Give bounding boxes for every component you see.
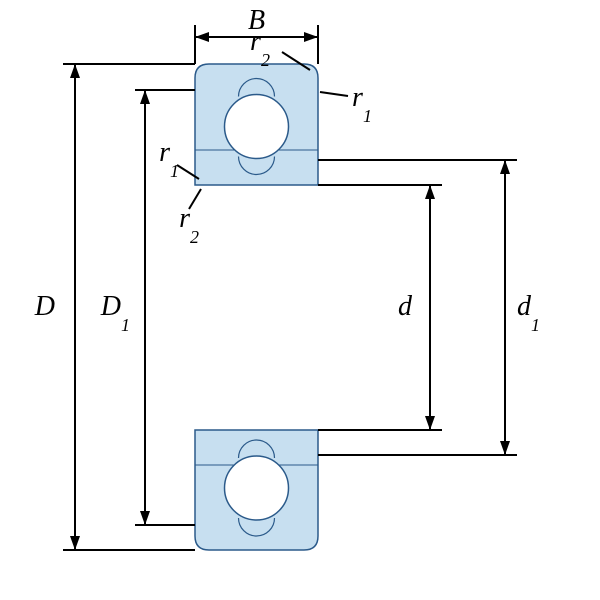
dim-label-d: d <box>398 291 413 322</box>
dim-label-D: D <box>34 291 55 322</box>
